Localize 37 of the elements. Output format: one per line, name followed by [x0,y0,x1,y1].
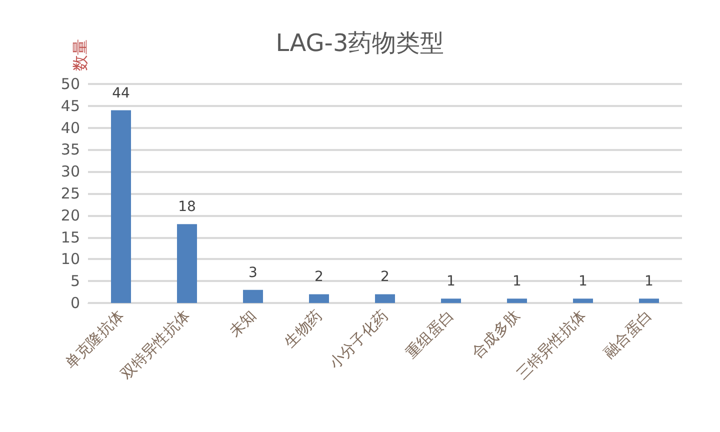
bar [111,110,131,303]
y-tick-label: 15 [60,228,80,246]
bar [573,298,593,303]
data-label: 1 [512,274,522,290]
y-tick-label: 35 [60,140,80,159]
y-tick-label: 5 [70,272,80,290]
y-tick-label: 30 [60,162,80,181]
chart-title: LAG-3药物类型 [276,29,444,57]
data-label: 3 [248,264,258,281]
bar [441,298,461,303]
data-label: 2 [314,269,324,286]
y-tick-label: 10 [60,250,80,268]
bar [177,224,197,303]
y-axis-title: 数量 [70,39,90,71]
x-tick-label: 小分子化药 [326,306,392,372]
y-tick-label: 40 [60,118,80,137]
x-tick-label: 未知 [225,306,260,341]
x-tick-label: 生物药 [280,306,326,352]
data-label: 1 [644,274,654,290]
bar [507,298,527,303]
y-tick-label: 50 [60,75,80,93]
bar [639,298,659,303]
y-tick-label: 20 [60,206,80,224]
x-tick-label: 重组蛋白 [402,306,458,362]
x-tick-label: 合成多肽 [468,306,524,362]
y-tick-label: 0 [70,294,80,312]
y-tick-label: 45 [60,96,80,115]
data-label: 44 [112,85,130,102]
data-label: 18 [178,199,196,216]
data-label: 1 [578,274,588,290]
x-tick-label: 融合蛋白 [600,306,656,362]
data-label: 2 [380,269,390,286]
data-label: 1 [446,274,456,290]
bar [309,294,329,303]
y-tick-label: 25 [60,184,80,202]
bar [243,290,263,303]
bar [375,294,395,303]
